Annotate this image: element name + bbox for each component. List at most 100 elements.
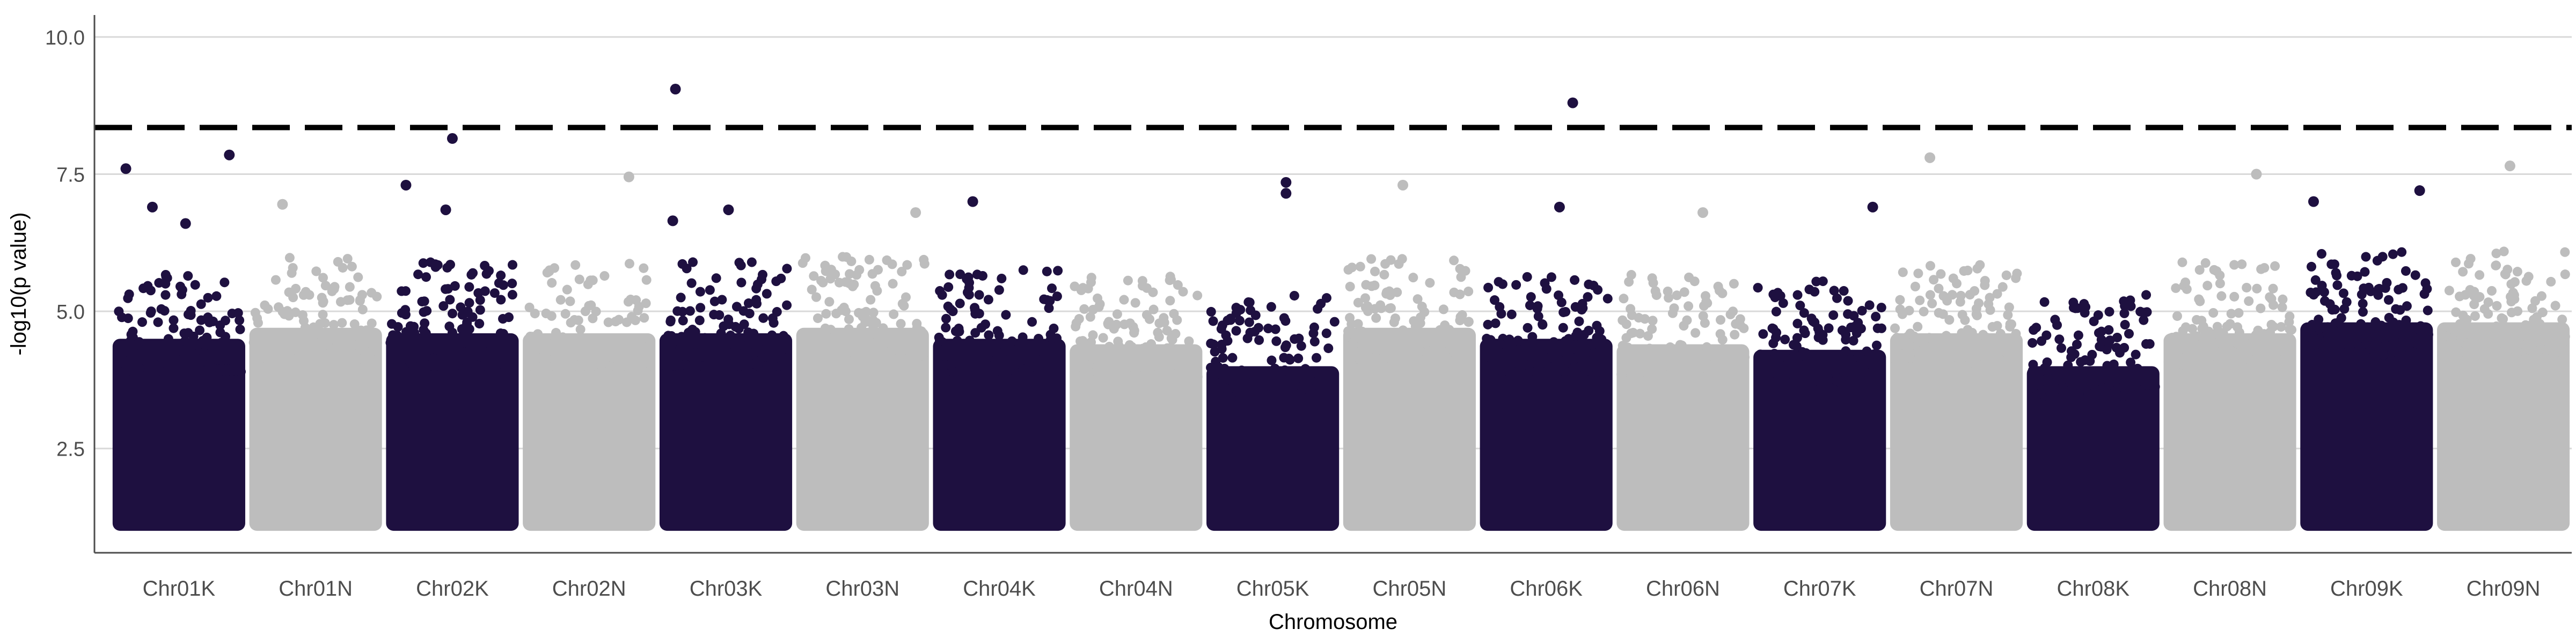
snp-point — [1355, 261, 1365, 272]
snp-point — [677, 259, 687, 269]
snp-point — [464, 282, 474, 292]
snp-point — [588, 275, 598, 286]
snp-point — [1913, 321, 1923, 332]
snp-point — [197, 335, 208, 346]
snp-point — [641, 275, 652, 285]
snp-point — [2382, 277, 2392, 288]
snp-point — [1667, 370, 1677, 380]
snp-point — [2470, 311, 2480, 321]
snp-point — [2284, 317, 2294, 327]
x-tick-label: Chr01N — [279, 577, 353, 601]
snp-point — [154, 278, 164, 288]
snp-point — [782, 264, 792, 274]
snp-point — [1597, 334, 1607, 345]
snp-point — [603, 354, 613, 364]
snp-point — [409, 328, 420, 338]
snp-point — [1616, 369, 1627, 379]
snp-point — [2118, 391, 2128, 401]
snp-point — [639, 263, 649, 273]
snp-point — [1408, 273, 1418, 283]
snp-point — [731, 357, 741, 367]
snp-point — [1360, 302, 1371, 312]
snp-point — [2215, 279, 2225, 289]
snp-point — [1483, 282, 1494, 292]
snp-point — [1111, 370, 1122, 380]
snp-point — [899, 301, 909, 311]
snp-point — [1394, 259, 1404, 269]
snp-point — [555, 295, 566, 305]
snp-point — [187, 365, 197, 376]
snp-point — [547, 278, 557, 288]
snp-point — [736, 277, 747, 288]
snp-point — [1672, 290, 1682, 301]
snp-point — [1941, 331, 1951, 341]
snp-point — [2280, 360, 2290, 370]
snp-point — [2215, 270, 2225, 281]
snp-point — [145, 341, 155, 352]
snp-point — [342, 295, 353, 305]
snp-point — [168, 348, 178, 358]
snp-point — [329, 354, 339, 364]
snp-point — [1398, 325, 1408, 335]
snp-point — [1618, 315, 1628, 325]
snp-point — [1325, 368, 1335, 378]
snp-point — [1773, 288, 1783, 298]
snp-point — [1303, 394, 1313, 404]
snp-point — [717, 295, 727, 305]
snp-point — [1463, 317, 1474, 327]
snp-point — [2484, 340, 2494, 350]
snp-point — [1490, 365, 1501, 375]
snp-point — [1270, 324, 1280, 334]
snp-point — [2212, 321, 2222, 332]
snp-point — [1360, 338, 1371, 348]
snp-point — [767, 330, 777, 340]
snp-point — [1950, 347, 1960, 357]
snp-point — [1997, 282, 2008, 292]
snp-point — [1085, 312, 1095, 322]
snp-point — [496, 270, 506, 281]
snp-point — [2057, 343, 2067, 353]
snp-point — [1591, 348, 1601, 358]
snp-point — [1864, 371, 1875, 381]
snp-point — [1532, 304, 1542, 314]
snp-point — [868, 321, 879, 332]
snp-point — [438, 301, 449, 311]
snp-point — [360, 332, 370, 342]
snp-point — [722, 361, 733, 371]
snp-point — [694, 315, 705, 325]
snp-point — [288, 292, 298, 303]
snp-point — [1389, 317, 1399, 327]
snp-point — [1699, 301, 1709, 311]
snp-point — [1348, 329, 1358, 339]
snp-point — [367, 318, 377, 328]
snp-point — [418, 361, 428, 371]
snp-point — [1635, 328, 1645, 339]
snp-point — [888, 279, 898, 289]
snp-point — [1130, 363, 1140, 373]
snp-point — [1097, 372, 1107, 382]
snp-point — [1287, 384, 1297, 394]
snp-point — [2483, 297, 2493, 308]
snp-point — [840, 277, 851, 287]
snp-point — [2058, 374, 2068, 384]
snp-point — [965, 362, 975, 372]
snp-point — [2094, 385, 2104, 396]
snp-point — [1417, 355, 1428, 365]
snp-point — [1440, 338, 1450, 348]
snp-point — [1344, 353, 1354, 363]
snp-point — [1978, 330, 1988, 340]
snp-point — [1897, 309, 1907, 319]
snp-point — [897, 267, 907, 277]
snp-point — [740, 353, 750, 363]
snp-point — [1118, 348, 1128, 358]
snp-point — [183, 328, 193, 338]
snp-point — [1801, 348, 1811, 358]
snp-point — [393, 322, 403, 332]
snp-point — [260, 353, 270, 363]
snp-point — [400, 310, 411, 320]
snp-point — [1070, 369, 1080, 379]
snp-point — [430, 259, 441, 269]
snp-point — [1663, 286, 1673, 296]
snp-point — [1992, 289, 2002, 299]
snp-point — [1347, 262, 1357, 273]
